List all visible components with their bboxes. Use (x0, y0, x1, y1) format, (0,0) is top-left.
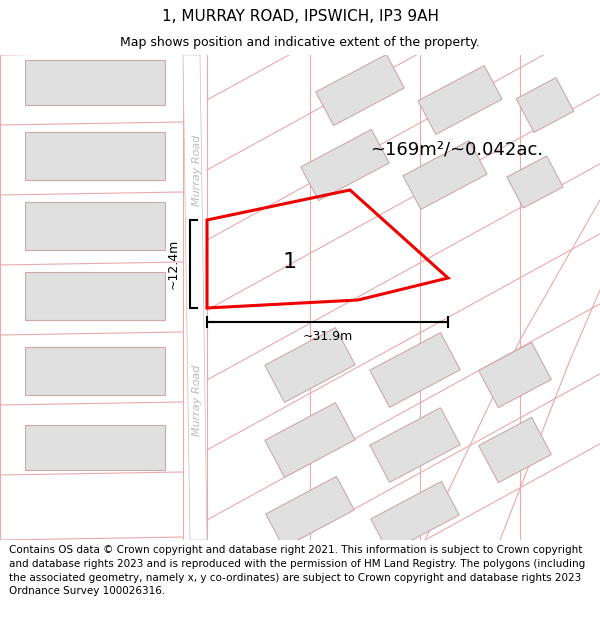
Text: ~169m²/~0.042ac.: ~169m²/~0.042ac. (370, 141, 543, 159)
Polygon shape (301, 129, 389, 201)
Text: ~12.4m: ~12.4m (167, 239, 180, 289)
Polygon shape (479, 342, 551, 408)
Text: Map shows position and indicative extent of the property.: Map shows position and indicative extent… (120, 36, 480, 49)
Polygon shape (403, 141, 487, 209)
Polygon shape (370, 408, 460, 482)
Text: Contains OS data © Crown copyright and database right 2021. This information is : Contains OS data © Crown copyright and d… (9, 546, 585, 596)
Text: ~31.9m: ~31.9m (302, 329, 353, 342)
Text: 1: 1 (283, 252, 297, 272)
Bar (25, 347, 165, 395)
Polygon shape (479, 418, 551, 482)
Bar (25, 132, 165, 180)
Polygon shape (265, 328, 355, 402)
Text: Murray Road: Murray Road (192, 364, 202, 436)
Polygon shape (183, 55, 207, 540)
Polygon shape (507, 156, 563, 208)
Polygon shape (371, 481, 459, 552)
Polygon shape (516, 78, 574, 132)
Polygon shape (316, 54, 404, 126)
Bar (25, 425, 165, 470)
Text: 1, MURRAY ROAD, IPSWICH, IP3 9AH: 1, MURRAY ROAD, IPSWICH, IP3 9AH (161, 9, 439, 24)
Polygon shape (418, 66, 502, 134)
Bar (25, 60, 165, 105)
Polygon shape (370, 332, 460, 408)
Bar (25, 202, 165, 250)
Bar (25, 272, 165, 320)
Polygon shape (265, 402, 355, 478)
Polygon shape (266, 476, 354, 548)
Text: Murray Road: Murray Road (192, 134, 202, 206)
